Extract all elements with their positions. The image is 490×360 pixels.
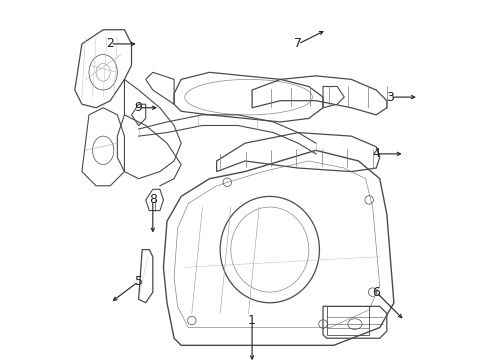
Text: 8: 8 <box>149 193 157 206</box>
Text: 1: 1 <box>248 314 256 327</box>
Text: 6: 6 <box>372 285 380 299</box>
Text: 2: 2 <box>106 37 114 50</box>
Text: 9: 9 <box>135 101 143 114</box>
Text: 5: 5 <box>135 275 143 288</box>
Bar <box>326 306 369 335</box>
Text: 3: 3 <box>387 91 394 104</box>
Text: 4: 4 <box>372 147 380 160</box>
Text: 7: 7 <box>294 37 302 50</box>
